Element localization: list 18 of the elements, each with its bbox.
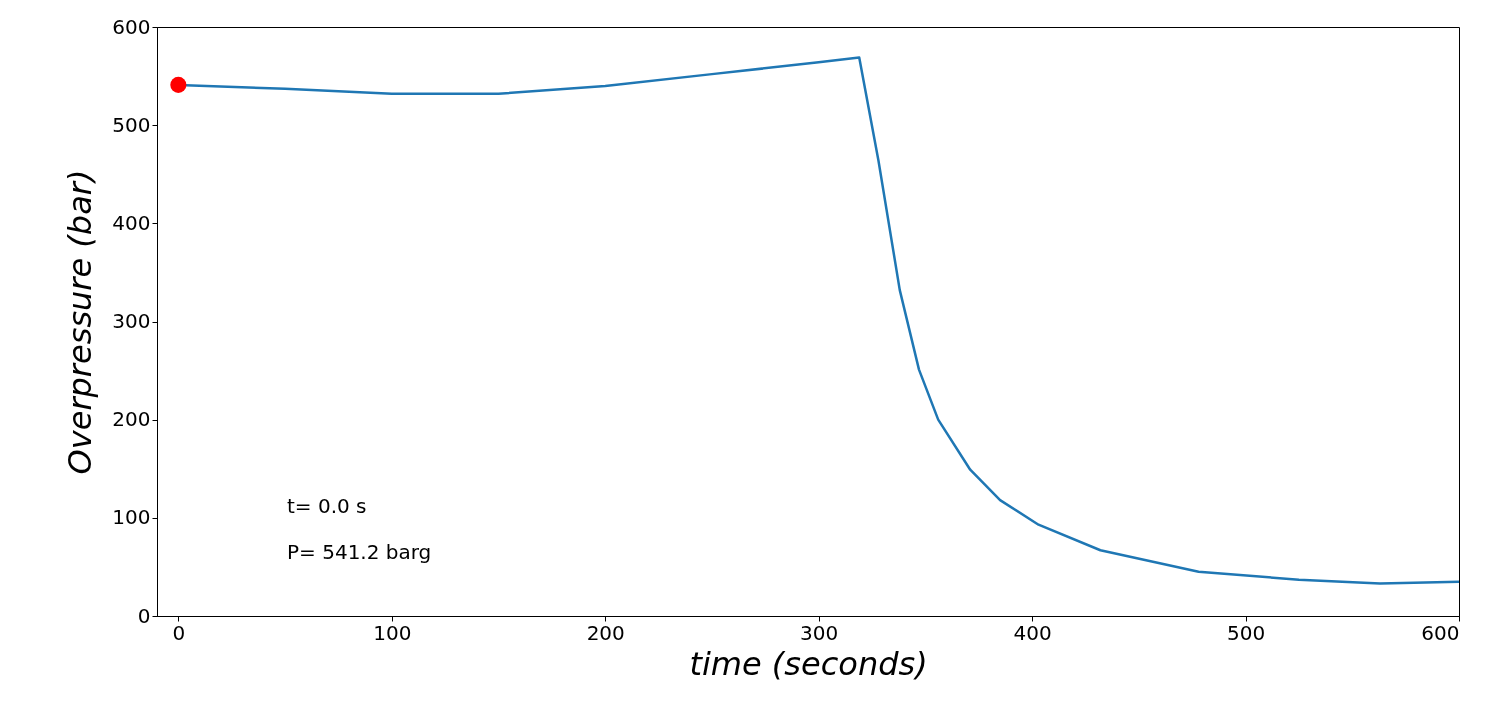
x-axis-title: time (seconds)	[689, 644, 928, 683]
x-tick-label: 600	[1421, 620, 1460, 645]
y-tick-label: 500	[112, 112, 151, 137]
y-tick-label: 600	[112, 14, 151, 39]
x-tick-label: 100	[373, 620, 412, 645]
x-tick-label: 400	[1013, 620, 1052, 645]
y-axis-title: Overpressure (bar)	[61, 169, 100, 475]
x-tick-label: 500	[1226, 620, 1266, 645]
y-tick-label: 0	[137, 603, 151, 628]
annotation: t= 0.0 s	[287, 494, 367, 518]
y-tick-label: 300	[112, 309, 151, 333]
x-tick-label: 300	[800, 620, 839, 645]
x-tick-label: 0	[172, 620, 186, 645]
annotation: P= 541.2 barg	[287, 540, 432, 564]
x-tick-label: 200	[586, 620, 625, 645]
y-tick-label: 200	[112, 407, 151, 432]
y-tick-label: 100	[112, 505, 151, 530]
y-tick-label: 400	[112, 210, 151, 235]
